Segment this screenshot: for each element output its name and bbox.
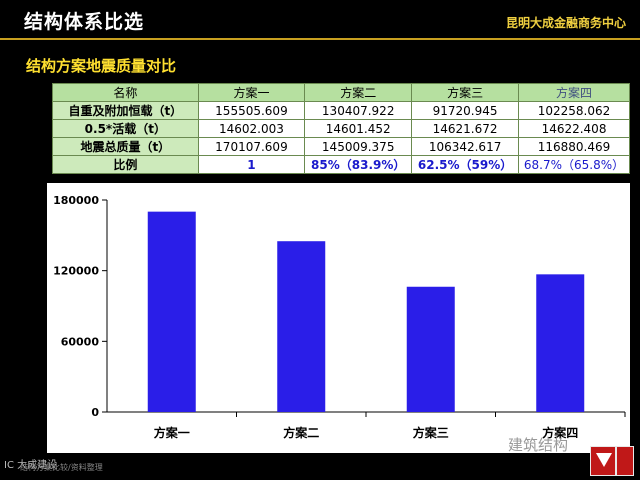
y-tick-label: 180000	[53, 194, 99, 207]
watermark-text: 建筑结构	[508, 436, 569, 454]
y-tick-label: 120000	[53, 265, 99, 278]
y-tick-label: 60000	[61, 335, 100, 348]
header-cell-scheme-3: 方案三	[411, 83, 520, 102]
table-row: 自重及附加恒载（t） 155505.609 130407.922 91720.9…	[52, 101, 630, 120]
header-divider	[0, 38, 640, 40]
section-title: 结构方案地震质量对比	[26, 57, 177, 75]
table-cell: 14621.672	[411, 119, 520, 138]
header-cell-name: 名称	[52, 83, 199, 102]
bar	[277, 241, 326, 412]
header-cell-scheme-2: 方案二	[304, 83, 413, 102]
header-cell-scheme-4: 方案四	[518, 83, 630, 102]
footer-brand: IC 大成建设	[4, 460, 58, 471]
table-cell: 14622.408	[518, 119, 630, 138]
table-cell: 1	[197, 155, 306, 174]
bar	[536, 274, 585, 412]
y-tick-label: 0	[91, 406, 99, 419]
table-row: 0.5*活载（t） 14602.003 14601.452 14621.672 …	[52, 119, 630, 138]
header-cell-scheme-1: 方案一	[197, 83, 306, 102]
table-cell: 170107.609	[197, 137, 306, 156]
table-row: 比例 1 85%（83.9%） 62.5%（59%） 68.7%（65.8%）	[52, 155, 630, 174]
bar-chart-panel: 0 60000 120000 180000 方案一 方案二 方案三 方案四	[47, 183, 630, 453]
table-cell: 145009.375	[304, 137, 413, 156]
row-label: 自重及附加恒载（t）	[52, 101, 199, 120]
table-cell: 106342.617	[411, 137, 520, 156]
bar	[147, 211, 196, 412]
row-label: 0.5*活载（t）	[52, 119, 199, 138]
footer-note: 结构方案比较/资料整理	[20, 463, 103, 472]
logo-icon	[590, 446, 616, 476]
table-cell: 102258.062	[518, 101, 630, 120]
table-cell: 91720.945	[411, 101, 520, 120]
table-cell: 14602.003	[197, 119, 306, 138]
comparison-table: 名称 方案一 方案二 方案三 方案四 自重及附加恒载（t） 155505.609…	[52, 83, 630, 174]
row-label: 地震总质量（t）	[52, 137, 199, 156]
table-cell: 130407.922	[304, 101, 413, 120]
table-row: 地震总质量（t） 170107.609 145009.375 106342.61…	[52, 137, 630, 156]
org-name: 昆明大成金融商务中心	[505, 16, 626, 30]
table-cell: 116880.469	[518, 137, 630, 156]
page-title: 结构体系比选	[24, 11, 145, 33]
table-cell: 155505.609	[197, 101, 306, 120]
row-label: 比例	[52, 155, 199, 174]
x-tick-label: 方案二	[283, 425, 319, 440]
bar	[406, 286, 455, 412]
logo-side-badge	[616, 446, 634, 476]
header-bar: 结构体系比选 昆明大成金融商务中心	[0, 0, 640, 40]
x-tick-label: 方案三	[413, 425, 449, 440]
table-cell: 68.7%（65.8%）	[518, 155, 630, 174]
x-tick-label: 方案一	[154, 425, 190, 440]
x-tick-label: 方案四	[542, 425, 578, 440]
table-cell: 85%（83.9%）	[304, 155, 413, 174]
bar-chart: 0 60000 120000 180000 方案一 方案二 方案三 方案四	[53, 194, 626, 440]
table-cell: 62.5%（59%）	[411, 155, 520, 174]
table-cell: 14601.452	[304, 119, 413, 138]
table-header-row: 名称 方案一 方案二 方案三 方案四	[52, 83, 630, 102]
